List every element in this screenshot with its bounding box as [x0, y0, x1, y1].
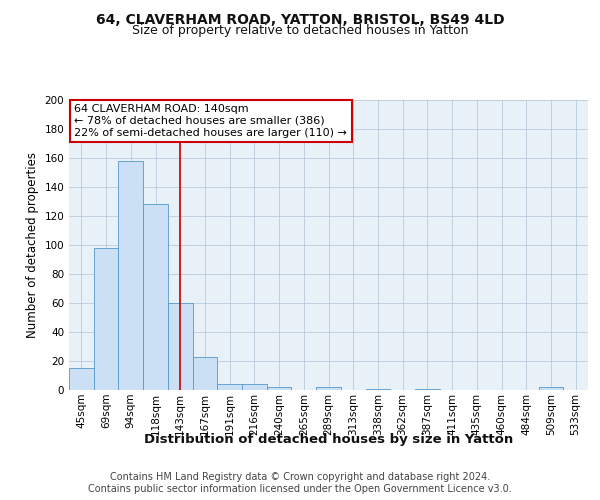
Bar: [316, 387, 341, 390]
Bar: [365, 388, 390, 390]
Bar: [539, 387, 563, 390]
Text: Size of property relative to detached houses in Yatton: Size of property relative to detached ho…: [132, 24, 468, 37]
Bar: [242, 384, 267, 390]
Bar: [193, 356, 217, 390]
Bar: [217, 384, 242, 390]
Text: 64 CLAVERHAM ROAD: 140sqm
← 78% of detached houses are smaller (386)
22% of semi: 64 CLAVERHAM ROAD: 140sqm ← 78% of detac…: [74, 104, 347, 138]
Text: 64, CLAVERHAM ROAD, YATTON, BRISTOL, BS49 4LD: 64, CLAVERHAM ROAD, YATTON, BRISTOL, BS4…: [95, 12, 505, 26]
Bar: [267, 387, 292, 390]
Y-axis label: Number of detached properties: Number of detached properties: [26, 152, 39, 338]
Text: Contains HM Land Registry data © Crown copyright and database right 2024.: Contains HM Land Registry data © Crown c…: [110, 472, 490, 482]
Bar: [118, 161, 143, 390]
Bar: [69, 368, 94, 390]
Bar: [168, 303, 193, 390]
Text: Contains public sector information licensed under the Open Government Licence v3: Contains public sector information licen…: [88, 484, 512, 494]
Bar: [415, 388, 440, 390]
Bar: [94, 248, 118, 390]
Bar: [143, 204, 168, 390]
Text: Distribution of detached houses by size in Yatton: Distribution of detached houses by size …: [144, 432, 514, 446]
